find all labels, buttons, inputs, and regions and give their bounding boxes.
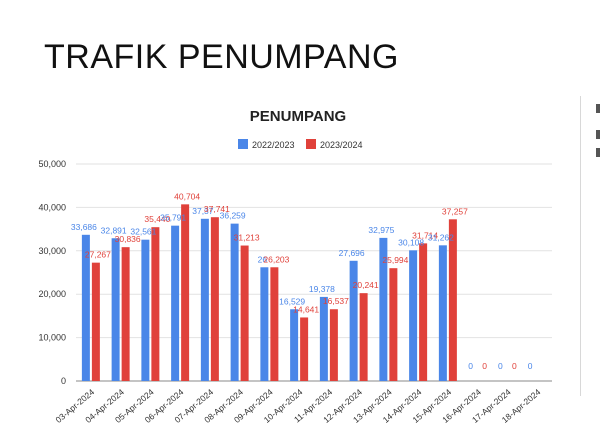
- data-label-series-1: 37,37: [192, 206, 214, 216]
- data-label-series-2: 25,994: [382, 255, 408, 265]
- data-label-series-2: 35,440: [144, 214, 170, 224]
- y-tick-label: 30,000: [38, 246, 66, 256]
- data-label-series-1: 35,791: [160, 213, 186, 223]
- data-label-series-2: 0: [512, 361, 517, 371]
- legend-label-series-2: 2023/2024: [320, 140, 363, 150]
- data-label-series-2: 40,704: [174, 191, 200, 201]
- bar-series-1: [409, 250, 418, 381]
- bar-series-2: [359, 293, 368, 381]
- bar-series-1: [171, 225, 180, 381]
- bar-series-2: [210, 217, 219, 381]
- bar-chart: PENUMPANG 2022/2023 2023/2024 0 10,000 20,…: [38, 108, 552, 425]
- data-label-series-1: 33,686: [71, 222, 97, 232]
- bar-series-1: [200, 218, 209, 381]
- data-label-series-1: 0: [528, 361, 533, 371]
- data-label-series-2: 26,203: [263, 254, 289, 264]
- slide-divider: [580, 96, 581, 396]
- data-label-series-2: 30,836: [115, 234, 141, 244]
- data-label-series-2: 14,641: [293, 304, 319, 314]
- y-tick-label: 10,000: [38, 333, 66, 343]
- y-axis-ticks: 0 10,000 20,000 30,000 40,000 50,000: [38, 159, 66, 386]
- bar-series-1: [81, 234, 90, 381]
- y-tick-label: 50,000: [38, 159, 66, 169]
- chart-title: PENUMPANG: [250, 108, 346, 125]
- y-tick-label: 20,000: [38, 289, 66, 299]
- bars: [81, 204, 457, 381]
- data-label-series-2: 37,741: [204, 204, 230, 214]
- side-text-fragment: [596, 104, 600, 164]
- data-label-series-1: 27,696: [339, 248, 365, 258]
- bar-series-2: [151, 227, 160, 381]
- slide-title: TRAFIK PENUMPANG: [44, 38, 399, 76]
- data-label-series-1: 32,975: [368, 225, 394, 235]
- bar-series-1: [230, 223, 239, 381]
- bar-series-2: [329, 309, 338, 381]
- y-tick-label: 0: [61, 376, 66, 386]
- data-label-series-1: 32,561: [130, 227, 156, 237]
- bar-series-2: [300, 317, 309, 381]
- bar-series-2: [240, 245, 249, 381]
- legend: 2022/2023 2023/2024: [238, 139, 363, 150]
- bar-series-2: [448, 219, 457, 381]
- bar-series-1: [319, 296, 328, 381]
- bar-series-1: [141, 239, 150, 381]
- bar-series-1: [290, 309, 299, 381]
- bar-series-1: [438, 245, 447, 381]
- y-tick-label: 40,000: [38, 202, 66, 212]
- data-label-series-2: 37,257: [442, 206, 468, 216]
- data-label-series-2: 31,213: [234, 233, 260, 243]
- data-label-series-1: 16,529: [279, 296, 305, 306]
- bar-series-2: [270, 267, 279, 381]
- legend-label-series-1: 2022/2023: [252, 140, 295, 150]
- bar-series-2: [389, 268, 398, 381]
- data-label-series-2: 27,267: [85, 250, 111, 260]
- data-label-series-2: 0: [482, 361, 487, 371]
- bar-series-1: [111, 238, 120, 381]
- data-label-series-2: 20,241: [353, 280, 379, 290]
- bar-series-2: [181, 204, 190, 381]
- data-label-series-2: 16,537: [323, 296, 349, 306]
- data-label-series-1: 31,262: [428, 232, 454, 242]
- bar-series-1: [379, 237, 388, 381]
- bar-series-2: [121, 247, 130, 381]
- data-label-series-1: 19,378: [309, 284, 335, 294]
- data-label-series-1: 32,891: [101, 225, 127, 235]
- data-label-series-2: 31,714: [412, 230, 438, 240]
- bar-series-2: [91, 262, 100, 381]
- data-label-series-1: 26: [258, 254, 268, 264]
- bar-series-1: [349, 260, 358, 381]
- legend-swatch-series-2: [306, 139, 316, 149]
- bar-series-1: [260, 267, 269, 381]
- bar-series-2: [419, 243, 428, 381]
- data-label-series-1: 0: [468, 361, 473, 371]
- data-label-series-1: 36,259: [220, 211, 246, 221]
- data-label-series-1: 30,108: [398, 237, 424, 247]
- chart-panel: PENUMPANG 2022/2023 2023/2024 0 10,000 20,…: [36, 94, 584, 442]
- legend-swatch-series-1: [238, 139, 248, 149]
- x-axis-ticks: 03-Apr-202404-Apr-202405-Apr-202406-Apr-…: [54, 387, 543, 425]
- data-label-series-1: 0: [498, 361, 503, 371]
